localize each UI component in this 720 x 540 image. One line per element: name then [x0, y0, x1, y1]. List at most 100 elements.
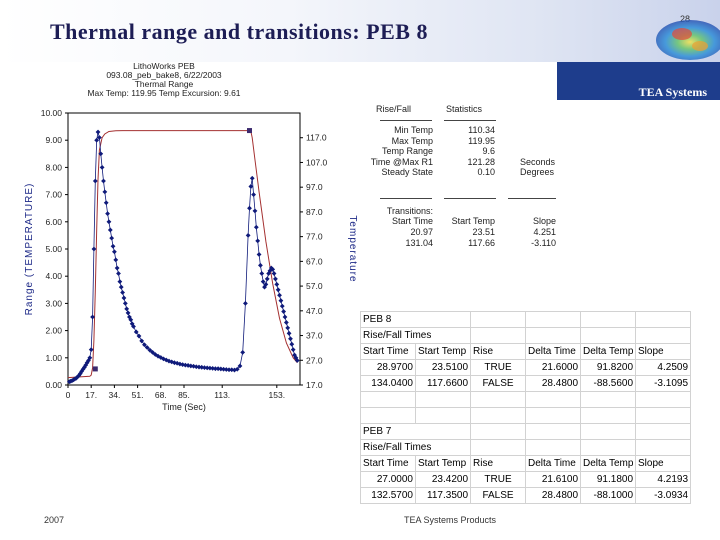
empty-cell [470, 423, 527, 440]
range-data-point [114, 265, 120, 271]
sheet-title-row: PEB 8 [359, 311, 692, 328]
range-data-point [90, 314, 95, 320]
range-data-point [174, 360, 180, 366]
range-data-point [101, 178, 106, 184]
range-data-point [133, 329, 139, 335]
sheet-cell: TRUE [470, 359, 527, 376]
range-data-point [258, 262, 263, 268]
rise-fall-spreadsheet: PEB 8 Rise/Fall Times Start Time Start Temp… [359, 311, 692, 504]
range-data-point [122, 301, 128, 306]
chart-title-line: 093.08_peb_bake8, 6/22/2003 [106, 70, 222, 80]
stats-row-label: Steady State [381, 167, 433, 177]
range-data-point [188, 363, 194, 369]
y-right-tick-label: 77.0 [306, 232, 323, 242]
sheet-column-header: Start Time [360, 455, 416, 472]
y-left-tick-label: 1.00 [45, 353, 62, 363]
range-data-point [256, 252, 262, 257]
table-row: 28.9700 23.5100 TRUE 21.6000 91.8200 4.2509 [360, 359, 692, 376]
range-data-point [98, 151, 104, 157]
y-left-tick-label: 7.00 [45, 190, 62, 200]
y-left-tick-label: 8.00 [45, 162, 62, 172]
empty-cell [580, 391, 637, 408]
transition-marker [247, 128, 253, 134]
range-data-point [102, 189, 108, 195]
y-left-tick-label: 3.00 [45, 298, 62, 308]
sheet-title-row: PEB 7 [359, 423, 692, 440]
empty-cell [635, 391, 692, 408]
sheet-column-header: Slope [635, 343, 692, 360]
x-tick-label: 68. [155, 390, 167, 400]
range-data-point [136, 333, 142, 339]
stats-rule [444, 198, 496, 199]
sheet-block-name: PEB 7 [359, 423, 472, 440]
sheet-header-row: Start Time Start Temp Rise Delta Time Delta … [360, 455, 692, 472]
stats-heading-statistics: Statistics [446, 104, 483, 114]
range-data-point [240, 349, 246, 355]
y-right-tick-label: 107.0 [306, 157, 328, 167]
temperature-series-line [67, 130, 298, 379]
transition-slope: -3.110 [531, 237, 556, 248]
transition-slope: 4.251 [533, 227, 556, 237]
sheet-cell: 28.4800 [525, 487, 582, 504]
sheet-cell: 23.5100 [414, 359, 472, 376]
range-data-point [196, 364, 202, 370]
transition-start-time: 131.04 [405, 237, 433, 248]
sheet-cell: 27.0000 [360, 471, 416, 488]
sheet-subtitle-row: Rise/Fall Times [359, 327, 692, 344]
sheet-column-header: Delta Temp [580, 343, 637, 360]
sheet-cell: 21.6100 [525, 471, 582, 488]
sheet-cell: 4.2193 [635, 471, 692, 488]
sheet-column-header: Delta Temp [580, 455, 637, 472]
transitions-col-start-temp: Start Temp [451, 216, 495, 226]
sheet-block-name: PEB 8 [359, 311, 472, 328]
range-data-point [223, 367, 229, 372]
slide-header: Thermal range and transitions: PEB 8 28 [0, 0, 720, 62]
range-data-point [262, 284, 267, 290]
sheet-subtitle-row: Rise/Fall Times [359, 439, 692, 456]
range-data-point [150, 349, 156, 355]
range-data-point [249, 175, 255, 181]
range-data-point [193, 364, 199, 370]
sheet-column-header: Start Temp [414, 455, 472, 472]
y-right-tick-label: 37.0 [306, 331, 323, 341]
sheet-cell: 28.4800 [525, 375, 582, 392]
range-data-point [112, 249, 117, 255]
empty-cell [635, 407, 692, 424]
y-right-axis-label: Temperature [347, 215, 358, 282]
range-data-point [210, 366, 216, 371]
sheet-cell: -3.1095 [635, 375, 692, 392]
range-data-point [275, 287, 281, 293]
sheet-cell: 4.2509 [635, 359, 692, 376]
sheet-cell: FALSE [470, 487, 527, 504]
stats-rule [380, 198, 432, 199]
sheet-column-header: Start Temp [414, 343, 472, 360]
range-data-point [96, 135, 102, 140]
range-data-point [283, 320, 289, 325]
empty-cell [580, 311, 637, 328]
range-data-point [199, 364, 205, 370]
range-data-point [274, 281, 280, 287]
range-data-point [88, 347, 94, 353]
sheet-cell: -88.1000 [580, 487, 637, 504]
range-data-point [234, 366, 240, 372]
range-data-point [247, 205, 252, 211]
wafer-map-logo-icon [656, 20, 720, 60]
range-data-point [271, 271, 277, 276]
range-data-point [139, 338, 145, 344]
y-left-tick-label: 5.00 [45, 244, 62, 254]
sheet-column-header: Delta Time [525, 343, 582, 360]
page-number: 28 [680, 14, 691, 24]
x-tick-label: 34. [108, 390, 120, 400]
range-data-point [207, 365, 213, 371]
empty-cell [635, 439, 692, 456]
transition-marker [92, 366, 98, 372]
stats-row-label: Temp Range [381, 146, 433, 156]
sheet-cell: 132.5700 [360, 487, 416, 504]
empty-cell [470, 407, 527, 424]
sheet-cell: -3.0934 [635, 487, 692, 504]
range-data-point [281, 309, 287, 314]
sheet-column-header: Rise [470, 455, 527, 472]
x-tick-label: 113. [214, 390, 230, 400]
range-data-point [289, 341, 295, 347]
range-data-point [144, 345, 150, 350]
